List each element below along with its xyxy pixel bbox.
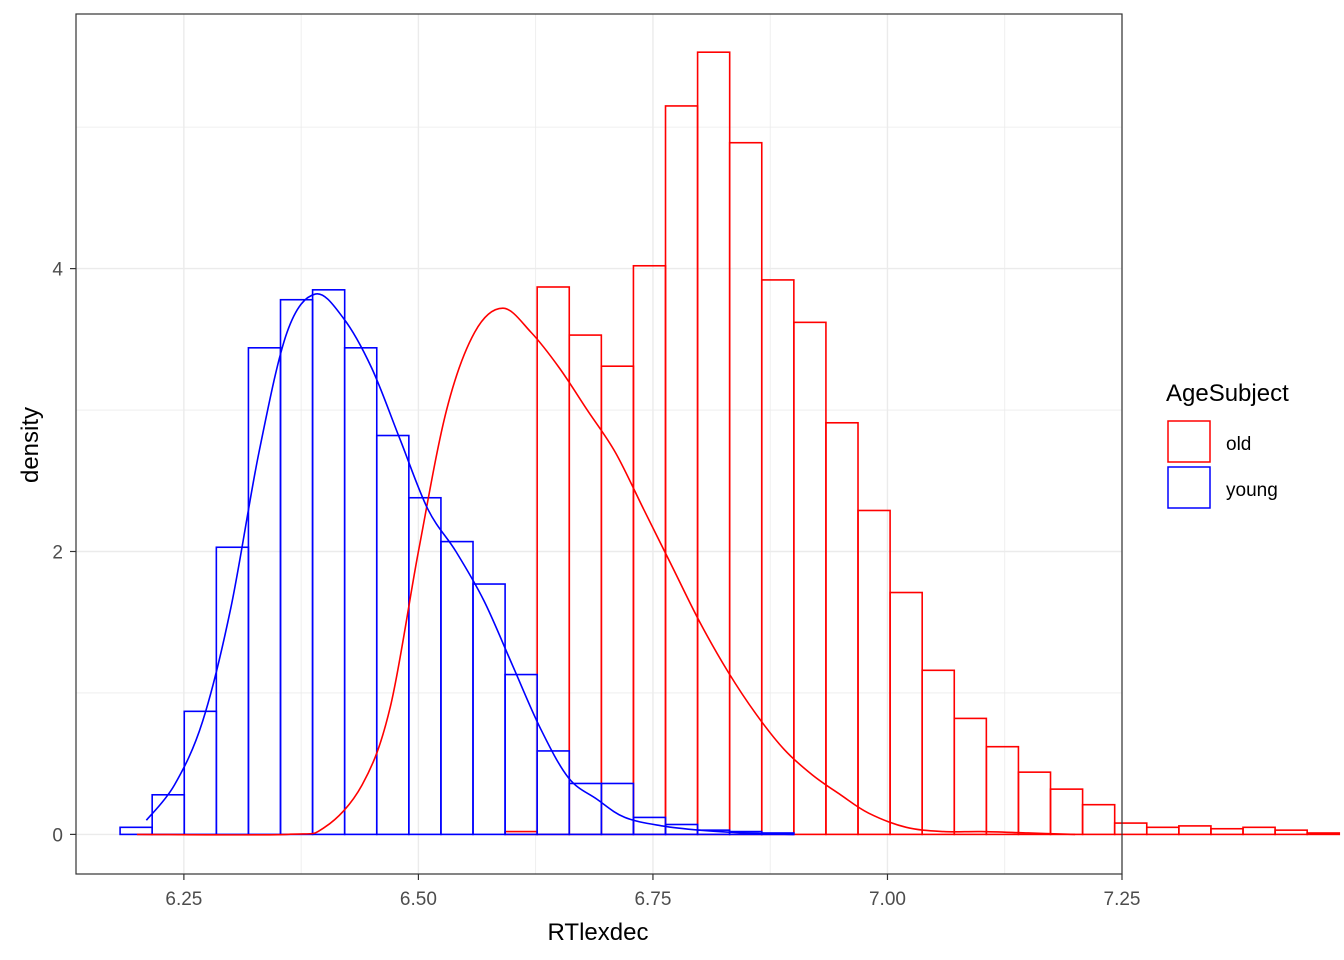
legend-label-old: old xyxy=(1226,434,1251,455)
old-bar xyxy=(1081,803,1116,836)
x-axis-title: RTlexdec xyxy=(548,919,649,946)
x-tick-label: 6.50 xyxy=(400,889,437,910)
legend-label-young: young xyxy=(1226,480,1278,501)
x-tick-label: 6.75 xyxy=(634,889,671,910)
y-tick-label: 4 xyxy=(52,260,63,281)
young-density-line xyxy=(145,293,794,836)
x-tick-label: 7.00 xyxy=(869,889,906,910)
y-axis-title: density xyxy=(17,407,44,483)
x-tick-label: 6.25 xyxy=(165,889,202,910)
legend-key-old xyxy=(1167,420,1211,463)
grid xyxy=(76,14,1123,874)
panel-border xyxy=(75,13,1123,875)
legend-title: AgeSubject xyxy=(1166,380,1289,407)
legend-key-young xyxy=(1167,466,1211,509)
y-tick-label: 2 xyxy=(52,543,63,564)
young-bar xyxy=(600,782,635,836)
axes: 6.25 6.50 6.75 7.00 7.25 0 2 4 xyxy=(52,260,1140,910)
old-density-line xyxy=(136,307,1076,836)
density-curves xyxy=(136,293,1076,836)
old-bar xyxy=(1306,832,1341,836)
legend: AgeSubject old young xyxy=(1166,380,1289,509)
y-tick-label: 0 xyxy=(52,825,63,846)
x-tick-label: 7.25 xyxy=(1104,889,1141,910)
